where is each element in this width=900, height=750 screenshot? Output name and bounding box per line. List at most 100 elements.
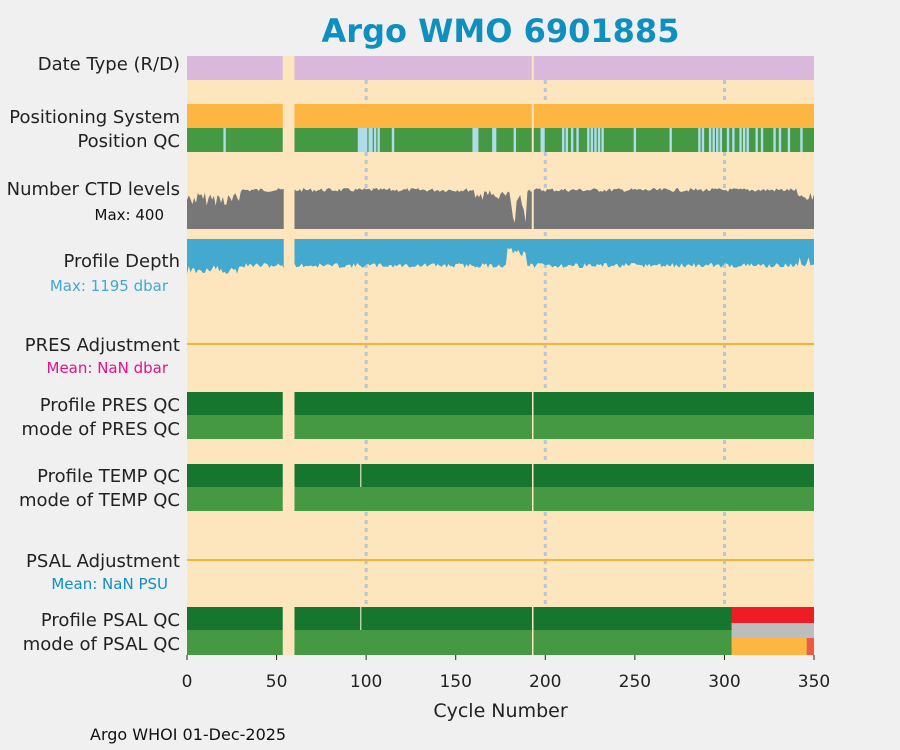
ctd-levels-area-1	[187, 188, 284, 229]
position-qc-flag-160	[472, 128, 475, 152]
position-qc-flag-102	[368, 128, 371, 152]
x-tick-label-100: 100	[350, 672, 382, 692]
position-qc-flag-328	[773, 128, 776, 152]
position-qc-flag-171	[492, 128, 495, 152]
position-qc-flag-103	[370, 128, 373, 152]
position-qc-flag-343	[800, 128, 803, 152]
position-qc-flag-296	[716, 128, 719, 152]
row-label-psal-qc: Profile PSAL QC	[41, 610, 180, 631]
position-qc-flag-226	[590, 128, 594, 152]
position-qc-flag-230	[597, 128, 601, 152]
x-tick-label-0: 0	[182, 672, 193, 692]
position-qc-flag-215	[570, 128, 574, 152]
temp-qc-band-seg-b	[294, 464, 814, 487]
position-qc-flag-199	[542, 128, 545, 152]
psal-mode-band-seg-b	[294, 630, 814, 655]
x-tick-label-200: 200	[529, 672, 561, 692]
date-type-band-seg-a	[187, 56, 283, 80]
position-qc-flag-288	[701, 128, 705, 152]
position-qc-flag-218	[576, 128, 579, 152]
position-qc-flag-107	[377, 128, 380, 152]
row-label-temp-mode: mode of TEMP QC	[19, 490, 180, 511]
row-label-pres-qc: Profile PRES QC	[40, 395, 180, 416]
position-qc-flag-21	[223, 128, 226, 152]
position-qc-flag-96	[357, 128, 361, 152]
positioning-band-seg-b	[294, 104, 814, 128]
position-qc-flag-97	[359, 128, 362, 152]
psal-mode-3-block	[731, 638, 807, 655]
x-tick-label-150: 150	[439, 672, 471, 692]
position-qc-flag-270	[669, 128, 672, 152]
x-axis-label: Cycle Number	[433, 700, 567, 722]
position-qc-flag-210	[562, 128, 565, 152]
x-tick-label-300: 300	[708, 672, 740, 692]
position-qc-flag-98	[361, 128, 364, 152]
row-label-psal-adjust: PSAL Adjustment	[26, 551, 180, 572]
profile-depth-area-2	[294, 239, 814, 268]
position-qc-flag-294	[712, 128, 715, 152]
position-qc-flag-162	[476, 128, 479, 152]
position-qc-flag-336	[787, 128, 791, 152]
pres-mean-label: Mean: NaN dbar	[47, 359, 169, 377]
row-label-psal-mode: mode of PSAL QC	[23, 634, 180, 655]
pres-qc-band-seg-b	[294, 392, 814, 415]
x-tick-label-350: 350	[798, 672, 830, 692]
temp-mode-band-seg-b	[294, 487, 814, 511]
ctd-max-label: Max: 400	[95, 206, 164, 224]
psal-qc-grey-block	[731, 623, 814, 638]
page-title: Argo WMO 6901885	[321, 12, 680, 50]
pres-qc-band-seg-a	[187, 392, 283, 415]
psal-mode-band-seg-a	[187, 630, 283, 655]
position-qc-flag-305	[732, 128, 735, 152]
row-label-positioning: Positioning System	[9, 107, 180, 128]
row-label-pres-adjust: PRES Adjustment	[25, 335, 180, 356]
position-qc-flag-228	[594, 128, 597, 152]
missing-cycles-gap	[282, 56, 295, 655]
position-qc-flag-212	[565, 128, 568, 152]
row-label-temp-qc: Profile TEMP QC	[37, 466, 180, 487]
position-qc-band-seg-a	[187, 128, 283, 152]
psal-qc-band-seg-a	[187, 607, 283, 630]
x-tick-label-50: 50	[266, 672, 288, 692]
position-qc-flag-198	[540, 128, 543, 152]
position-qc-flag-302	[726, 128, 730, 152]
x-tick-label-250: 250	[619, 672, 651, 692]
psal-mode-4-block	[806, 638, 814, 655]
position-qc-flag-100	[364, 128, 368, 152]
pres-mode-band-seg-b	[294, 415, 814, 439]
ctd-levels-area-2	[294, 188, 814, 229]
row-label-pres-mode: mode of PRES QC	[22, 419, 180, 440]
position-qc-flag-99	[363, 128, 366, 152]
position-qc-flag-313	[746, 128, 749, 152]
pres-mode-band-seg-a	[187, 415, 283, 439]
row-label-profile-depth: Profile Depth	[63, 251, 180, 272]
position-qc-flag-309	[739, 128, 742, 152]
position-qc-flag-183	[513, 128, 517, 152]
position-qc-flag-232	[601, 128, 604, 152]
psal-mean-label: Mean: NaN PSU	[51, 575, 168, 593]
position-qc-flag-224	[587, 128, 590, 152]
position-qc-flag-172	[493, 128, 497, 152]
row-label-position-qc: Position QC	[77, 131, 180, 152]
positioning-band-seg-a	[187, 104, 283, 128]
position-qc-flag-331	[778, 128, 782, 152]
position-qc-flag-318	[755, 128, 758, 152]
position-qc-flag-161	[474, 128, 477, 152]
position-qc-flag-321	[760, 128, 764, 152]
position-qc-flag-292	[708, 128, 712, 152]
position-qc-flag-105	[373, 128, 377, 152]
position-qc-flag-115	[391, 128, 395, 152]
temp-qc-band-seg-a	[187, 464, 283, 487]
position-qc-flag-311	[742, 128, 746, 152]
position-qc-flag-286	[698, 128, 701, 152]
position-qc-flag-250	[633, 128, 637, 152]
psal-qc-band-seg-b	[294, 607, 814, 630]
depth-max-label: Max: 1195 dbar	[50, 277, 169, 295]
position-qc-flag-298	[719, 128, 723, 152]
temp-mode-band-seg-a	[187, 487, 283, 511]
date-type-band-seg-b	[294, 56, 814, 80]
row-label-date-type: Date Type (R/D)	[38, 54, 180, 75]
psal-qc-fail-block	[731, 607, 814, 623]
footer-credit: Argo WHOI 01-Dec-2025	[90, 725, 287, 744]
